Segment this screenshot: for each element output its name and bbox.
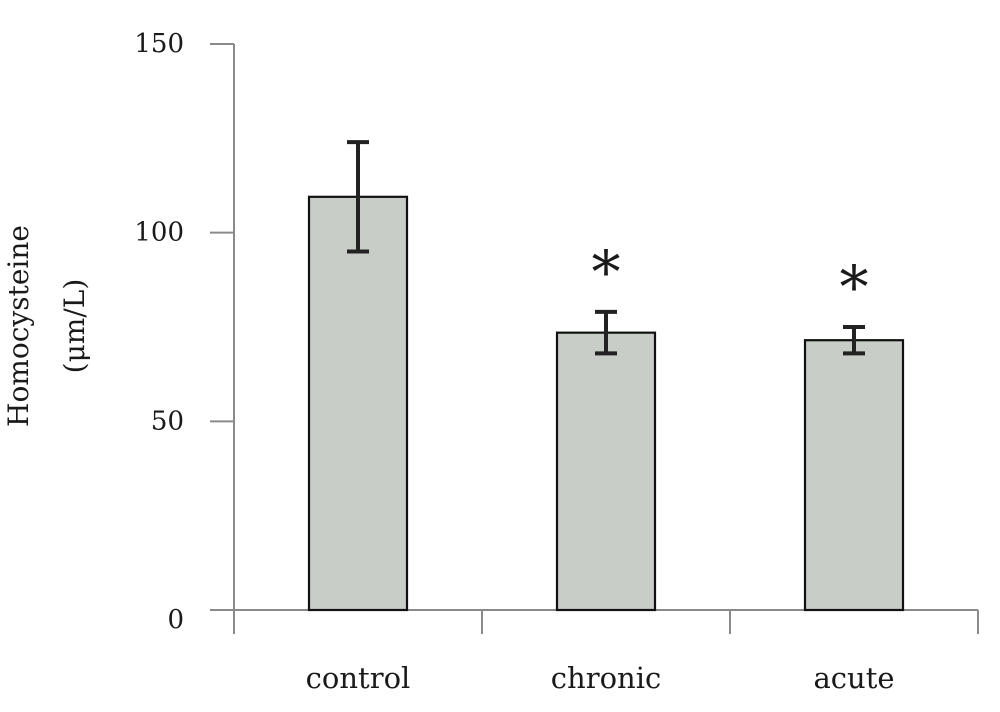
y-axis: 0 50 100 150 bbox=[134, 29, 235, 635]
y-axis-label-line1: Homocysteine bbox=[2, 225, 35, 427]
y-axis-label-line2: (μm/L) bbox=[58, 279, 91, 374]
significance-marker-chronic: * bbox=[592, 238, 621, 306]
bar-chronic bbox=[555, 331, 657, 612]
category-label-chronic: chronic bbox=[551, 661, 661, 695]
error-bars bbox=[347, 140, 865, 356]
y-tick-label: 0 bbox=[167, 605, 184, 635]
significance-marker-acute: * bbox=[840, 253, 869, 321]
bar-acute bbox=[803, 339, 905, 612]
y-tick-label: 150 bbox=[134, 29, 184, 59]
y-tick-label: 100 bbox=[134, 218, 184, 248]
bar-control bbox=[307, 195, 409, 612]
x-axis bbox=[233, 609, 979, 634]
labels: control chronic * acute * bbox=[306, 238, 895, 695]
category-label-control: control bbox=[306, 661, 411, 695]
category-label-acute: acute bbox=[813, 661, 894, 695]
y-tick-label: 50 bbox=[151, 406, 184, 436]
